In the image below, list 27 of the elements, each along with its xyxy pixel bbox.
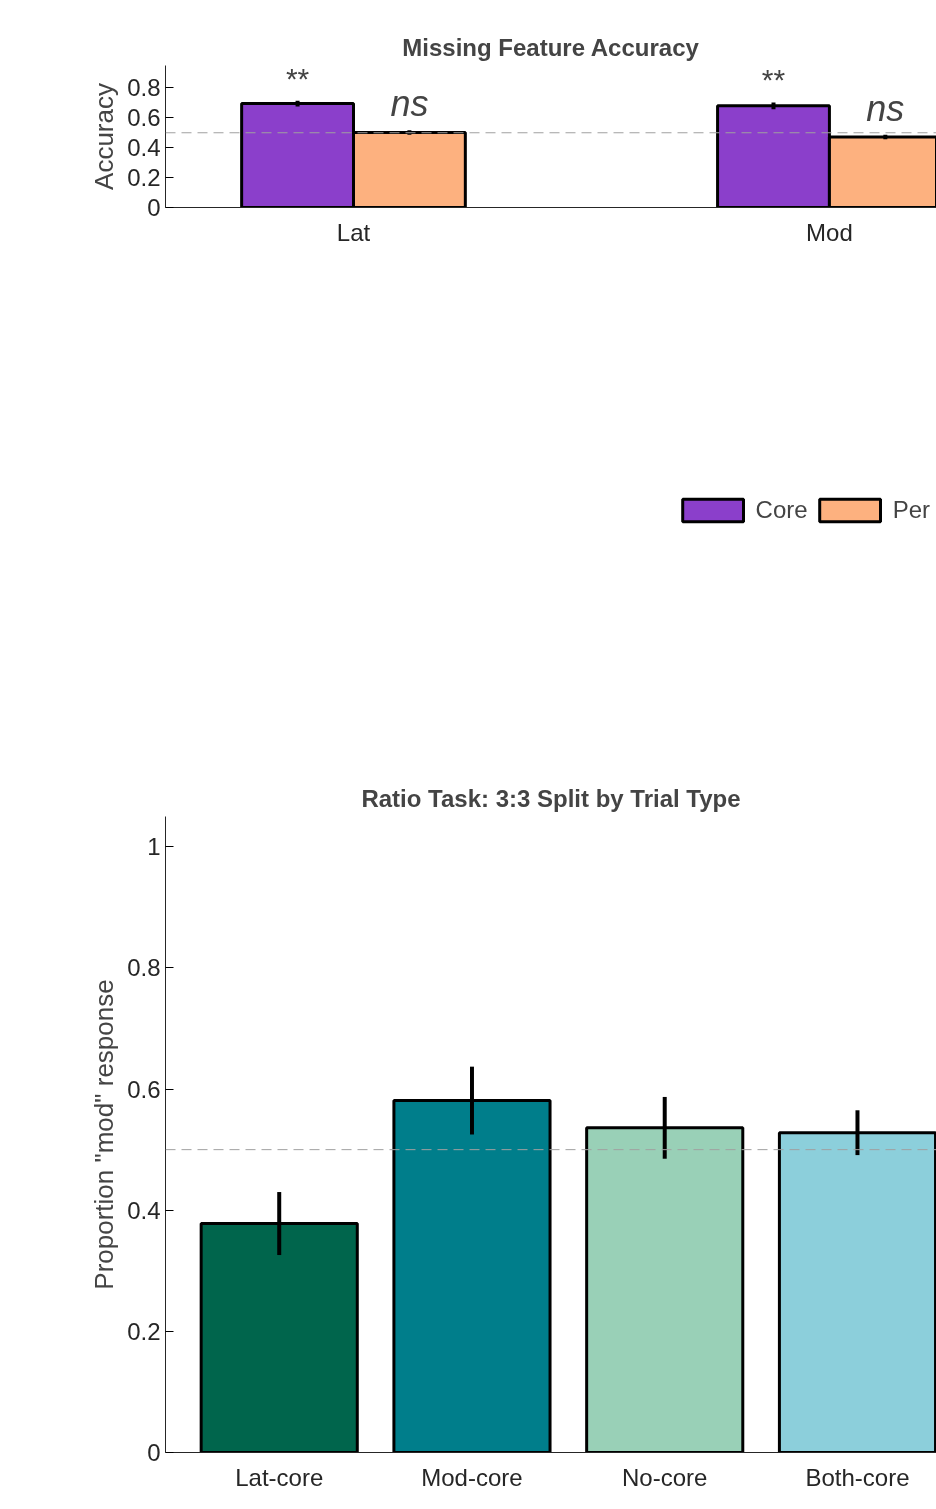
y-tick-label: 0	[147, 1439, 161, 1466]
annotation: ns	[390, 83, 429, 125]
y-tick-label: 0	[147, 194, 161, 221]
y-axis-title: Accuracy	[89, 83, 120, 190]
y-tick-label: 0.6	[127, 104, 161, 132]
x-tick-label: Mod	[806, 218, 853, 246]
x-tick-label: Mod-core	[421, 1463, 523, 1491]
legend-label: Per	[892, 496, 930, 524]
chart-title: Ratio Task: 3:3 Split by Trial Type	[361, 784, 741, 812]
annotation: **	[285, 61, 310, 95]
y-tick-label: 0.4	[127, 1196, 161, 1224]
x-tick-label: Both-core	[805, 1463, 910, 1491]
x-tick-label: Lat	[336, 218, 371, 246]
y-tick-label: 0.4	[127, 134, 161, 162]
y-axis-title: Proportion "mod" response	[89, 979, 120, 1290]
annotation: ns	[866, 87, 905, 129]
y-tick-label: 0.2	[127, 1317, 161, 1345]
annotation: **	[761, 63, 786, 97]
legend-label: Core	[755, 496, 808, 524]
chart-title: Missing Feature Accuracy	[402, 33, 700, 61]
x-tick-label: No-core	[622, 1463, 708, 1491]
y-tick-label: 0.2	[127, 164, 161, 192]
y-tick-label: 0.6	[127, 1075, 161, 1103]
x-tick-label: Lat-core	[235, 1463, 324, 1491]
y-tick-label: 0.8	[127, 954, 161, 982]
y-tick-label: 0.8	[127, 74, 161, 102]
y-tick-label: 1	[147, 833, 161, 861]
